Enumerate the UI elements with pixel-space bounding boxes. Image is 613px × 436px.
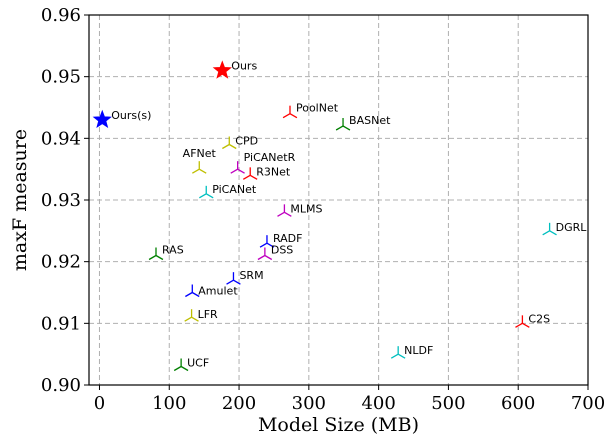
tri-marker-arm — [284, 211, 292, 217]
tri-marker-arm — [184, 316, 192, 322]
tri-marker-arm — [155, 254, 164, 261]
x-tick-label: 100 — [152, 393, 186, 414]
tri-marker-arm — [148, 254, 157, 261]
x-tick-label: 300 — [292, 393, 326, 414]
y-tick-label: 0.96 — [41, 5, 81, 26]
data-point-r3net: R3Net — [242, 165, 291, 180]
tri-marker-arm — [390, 353, 399, 359]
data-point-cpd: CPD — [222, 135, 258, 150]
data-point-picanet: PiCANet — [198, 183, 257, 199]
point-label: RAS — [162, 244, 184, 257]
tri-marker-arm — [515, 322, 523, 328]
tri-marker-arm — [335, 125, 344, 131]
point-label: R3Net — [256, 165, 291, 178]
point-label: PoolNet — [296, 102, 339, 115]
data-point-amulet: Amulet — [185, 284, 238, 298]
tri-marker-arm — [180, 365, 189, 372]
tri-marker-arm — [198, 168, 207, 174]
tri-marker-arm — [226, 279, 234, 285]
axis-ticks: 0 100 200 300 400 500 600 700 0.90 0.91 0.92 0.93 0.… — [41, 5, 605, 414]
data-point-ras: RAS — [148, 244, 184, 261]
point-label: DSS — [271, 244, 293, 257]
point-label: CPD — [235, 135, 258, 148]
x-axis-title: Model Size (MB) — [258, 414, 419, 436]
point-label: Ours — [231, 60, 257, 73]
tri-marker-arm — [242, 174, 251, 180]
data-point-afnet: AFNet — [183, 147, 217, 174]
tri-marker-arm — [192, 168, 200, 174]
data-point-dgrl: DGRL — [542, 221, 588, 236]
point-label: PiCANet — [212, 183, 257, 196]
point-label: Ours(s) — [111, 109, 151, 122]
point-label: C2S — [528, 312, 550, 325]
point-label: Amulet — [198, 285, 238, 298]
tri-marker-arm — [191, 291, 200, 298]
point-label: DGRL — [556, 221, 588, 234]
data-point-nldf: NLDF — [390, 344, 433, 359]
point-label: AFNet — [183, 147, 217, 160]
grid — [89, 14, 589, 386]
data-point-ours-s: Ours(s) — [92, 109, 151, 129]
data-point-mlms: MLMS — [277, 202, 323, 217]
point-label: LFR — [198, 308, 218, 321]
data-point-c2s: C2S — [515, 312, 550, 328]
tri-marker-arm — [342, 125, 351, 131]
y-tick-label: 0.92 — [41, 252, 81, 273]
y-tick-label: 0.91 — [41, 313, 81, 334]
point-label: NLDF — [404, 344, 433, 357]
tri-marker-arm — [198, 193, 207, 199]
tri-marker-arm — [264, 254, 273, 261]
tri-marker-arm — [249, 174, 258, 180]
x-tick-label: 400 — [361, 393, 395, 414]
x-tick-label: 200 — [222, 393, 256, 414]
x-tick-label: 600 — [501, 393, 535, 414]
y-tick-label: 0.95 — [41, 67, 81, 88]
tri-marker-arm — [397, 353, 406, 359]
point-label: RADF — [273, 232, 303, 245]
data-point-ours: Ours — [212, 60, 257, 79]
tri-marker-arm — [549, 230, 557, 236]
data-point-ucf: UCF — [173, 357, 209, 372]
tri-marker-arm — [233, 279, 241, 285]
data-point-srm: SRM — [226, 269, 264, 285]
tri-marker-arm — [266, 242, 275, 248]
y-tick-label: 0.93 — [41, 190, 81, 211]
point-label: PiCANetR — [244, 151, 296, 164]
data-point-radf: RADF — [259, 232, 303, 248]
point-label: SRM — [239, 269, 263, 282]
tri-marker-arm — [173, 365, 182, 372]
tri-marker-arm — [230, 168, 238, 174]
tri-marker-arm — [191, 316, 199, 322]
tri-marker-arm — [522, 322, 530, 328]
tri-marker-arm — [282, 113, 291, 119]
data-point-poolnet: PoolNet — [282, 102, 339, 119]
y-tick-label: 0.90 — [41, 375, 81, 396]
x-tick-label: 700 — [571, 393, 605, 414]
star-marker — [92, 109, 112, 129]
tri-marker-arm — [542, 230, 550, 236]
tri-marker-arm — [237, 168, 245, 174]
star-marker — [212, 60, 232, 79]
data-point-dss: DSS — [257, 244, 293, 261]
tri-marker-arm — [277, 211, 285, 217]
y-tick-label: 0.94 — [41, 128, 81, 149]
point-label: BASNet — [349, 114, 391, 127]
tri-marker-arm — [228, 143, 237, 150]
tri-marker-arm — [289, 113, 298, 119]
y-axis-title: maxF measure — [9, 129, 31, 271]
data-point-picanetr: PiCANetR — [230, 151, 296, 174]
tri-marker-arm — [185, 291, 193, 298]
data-point-lfr: LFR — [184, 308, 218, 322]
tri-marker-arm — [259, 242, 268, 248]
point-label: UCF — [187, 357, 209, 370]
data-point-basnet: BASNet — [335, 114, 391, 131]
x-tick-label: 0 — [94, 393, 105, 414]
tri-marker-arm — [222, 143, 230, 150]
x-tick-label: 500 — [431, 393, 465, 414]
tri-marker-arm — [205, 193, 214, 199]
tri-marker-arm — [257, 254, 266, 261]
point-label: MLMS — [290, 202, 322, 215]
